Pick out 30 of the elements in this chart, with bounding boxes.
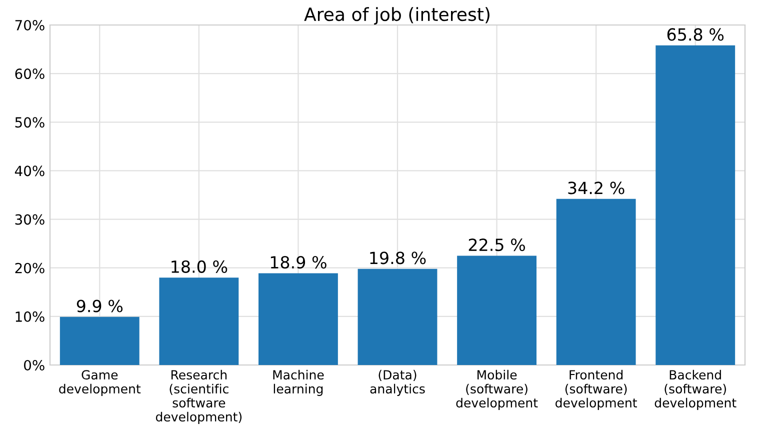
y-tick-label: 20% <box>15 262 44 274</box>
x-tick-label: Backend (software) development <box>654 370 736 410</box>
data-label: 34.2 % <box>568 182 624 194</box>
chart-title: Area of job (interest) <box>304 7 490 25</box>
bar <box>556 198 636 365</box>
y-tick-label: 30% <box>15 214 44 225</box>
x-tick-label: Mobile (software) development <box>456 370 538 410</box>
y-tick-label: 60% <box>15 68 44 80</box>
data-label: 65.8 % <box>667 28 724 41</box>
data-label: 19.8 % <box>370 252 426 264</box>
data-label: 22.5 % <box>468 238 525 252</box>
bar <box>159 278 239 365</box>
x-tick-label: Frontend (software) development <box>556 370 637 410</box>
y-tick-label: 0% <box>24 360 44 370</box>
data-label: 18.9 % <box>270 256 326 269</box>
x-tick-label: Game development <box>59 370 141 396</box>
bar <box>656 45 736 365</box>
x-tick-label: (Data) analytics <box>370 370 425 396</box>
y-tick-label: 40% <box>14 166 44 176</box>
x-tick-label: Research (scientific software development) <box>156 370 242 424</box>
data-label: 18.0 % <box>172 260 228 273</box>
bar <box>358 268 438 365</box>
bar <box>457 256 536 365</box>
y-tick-label: 70% <box>15 20 44 30</box>
data-label: 9.9 % <box>76 300 123 312</box>
bar <box>60 316 140 365</box>
x-tick-label: Machine learning <box>273 370 324 396</box>
y-tick-label: 50% <box>15 117 44 128</box>
bar <box>258 273 338 365</box>
y-tick-label: 10% <box>16 311 44 322</box>
